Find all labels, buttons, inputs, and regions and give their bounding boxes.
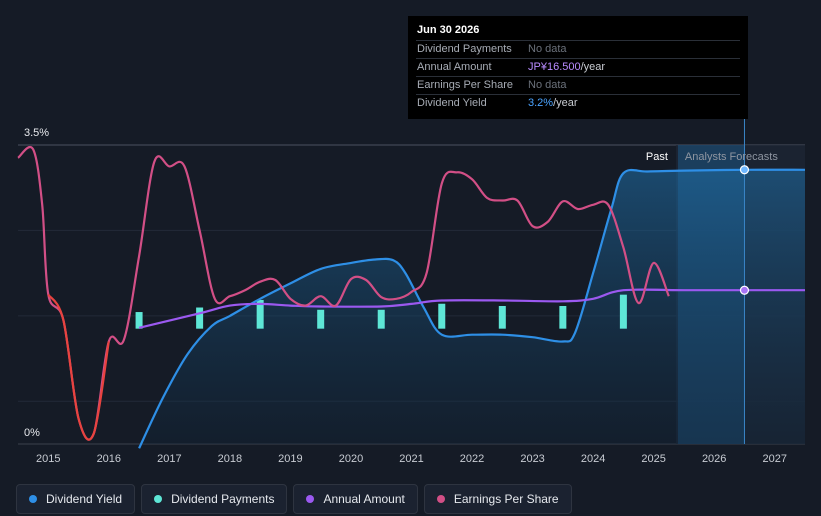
x-axis-ticks: 2015 2016 2017 2018 2019 2020 2021 2022 2023 2024…	[36, 453, 787, 465]
dividend-payment-bar	[619, 294, 627, 329]
dividend-payment-bar	[317, 309, 325, 329]
x-tick-label: 2025	[641, 453, 665, 465]
x-tick-label: 2026	[702, 453, 726, 465]
dividend-payment-bar	[377, 309, 385, 329]
x-tick-label: 2016	[97, 453, 121, 465]
past-label: Past	[646, 151, 668, 163]
tooltip-row: Dividend Yield 3.2%/year	[416, 94, 740, 112]
x-tick-label: 2018	[218, 453, 242, 465]
x-tick-label: 2027	[762, 453, 786, 465]
tooltip: Jun 30 2026 Dividend Payments No data An…	[408, 16, 748, 119]
x-tick-label: 2015	[36, 453, 60, 465]
earnings-per-share-line	[17, 146, 670, 441]
tooltip-value: No data	[528, 79, 567, 91]
dividend-yield-line	[138, 168, 806, 449]
x-tick-label: 2023	[520, 453, 544, 465]
tooltip-key: Annual Amount	[417, 61, 492, 73]
tooltip-key: Dividend Payments	[417, 43, 512, 55]
annual-amount-marker	[739, 285, 750, 295]
y-tick-label: 3.5%	[24, 127, 49, 139]
legend-item-annual-amount[interactable]: Annual Amount	[293, 484, 418, 514]
legend: Dividend Yield Dividend Payments Annual …	[16, 484, 572, 514]
x-tick-label: 2017	[157, 453, 181, 465]
legend-label: Dividend Yield	[46, 492, 123, 506]
analysts-forecasts-label: Analysts Forecasts	[685, 151, 778, 163]
x-tick-label: 2024	[581, 453, 605, 465]
legend-dot-icon	[29, 495, 37, 503]
legend-dot-icon	[154, 495, 163, 503]
x-tick-label: 2021	[399, 453, 423, 465]
tooltip-value: JP¥16.500/year	[528, 59, 605, 76]
dividend-yield-value: 3.2%	[528, 97, 554, 109]
legend-dot-icon	[306, 495, 315, 503]
legend-label: Dividend Payments	[171, 492, 275, 506]
legend-dot-icon	[436, 495, 445, 503]
tooltip-row: Dividend Payments No data	[416, 40, 740, 58]
legend-item-earnings-per-share[interactable]: Earnings Per Share	[423, 484, 572, 514]
tooltip-value: No data	[528, 43, 567, 55]
x-tick-label: 2022	[460, 453, 484, 465]
dividend-payments-bars	[135, 294, 627, 329]
dividend-yield-unit: /year	[553, 97, 578, 109]
tooltip-row: Earnings Per Share No data	[416, 76, 740, 94]
tooltip-row: Annual Amount JP¥16.500/year	[416, 58, 740, 76]
dividend-payment-bar	[196, 307, 204, 329]
dividend-payment-bar	[256, 299, 264, 329]
legend-item-dividend-payments[interactable]: Dividend Payments	[141, 484, 288, 514]
y-tick-label: 0%	[24, 427, 40, 439]
tooltip-key: Dividend Yield	[417, 97, 487, 109]
tooltip-date: Jun 30 2026	[417, 24, 480, 36]
x-tick-label: 2020	[339, 453, 363, 465]
annual-amount-value: JP¥16.500	[528, 61, 581, 73]
annual-amount-unit: /year	[580, 61, 606, 73]
annual-amount-line	[138, 288, 805, 329]
dividend-yield-area	[139, 169, 806, 449]
dividend-payment-bar	[498, 306, 506, 329]
legend-item-dividend-yield[interactable]: Dividend Yield	[16, 484, 136, 514]
dividend-payment-bar	[135, 312, 143, 329]
tooltip-value: 3.2%/year	[528, 95, 578, 112]
dividend-yield-marker	[739, 165, 750, 175]
legend-label: Annual Amount	[323, 492, 405, 506]
dividend-payment-bar	[559, 306, 567, 329]
x-tick-label: 2019	[278, 453, 302, 465]
tooltip-key: Earnings Per Share	[417, 79, 513, 91]
eps-line-negative-segment	[47, 293, 110, 441]
dividend-payment-bar	[438, 303, 446, 329]
legend-label: Earnings Per Share	[453, 492, 559, 506]
